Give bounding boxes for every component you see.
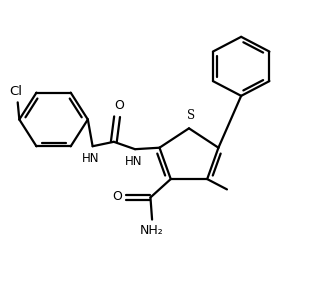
Text: O: O: [114, 99, 124, 112]
Text: HN: HN: [82, 152, 100, 164]
Text: Cl: Cl: [10, 85, 23, 98]
Text: HN: HN: [125, 154, 142, 167]
Text: S: S: [187, 109, 195, 122]
Text: NH₂: NH₂: [140, 224, 164, 237]
Text: O: O: [112, 190, 122, 203]
